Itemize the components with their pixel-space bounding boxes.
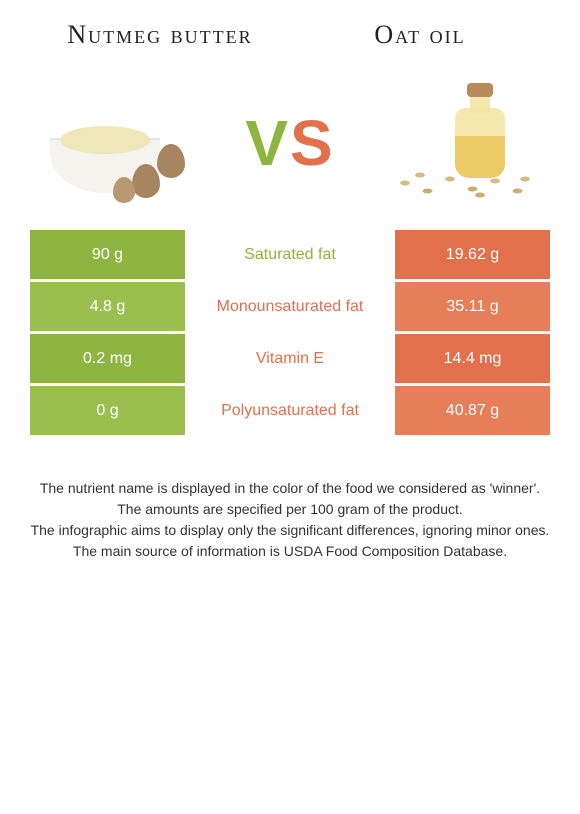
oat-oil-icon (390, 78, 540, 208)
table-row: 4.8 gMonounsaturated fat35.11 g (30, 282, 550, 334)
right-food-title: Oat oil (290, 20, 550, 50)
right-value: 40.87 g (395, 386, 550, 435)
vs-v: V (245, 107, 290, 179)
vs-s: S (290, 107, 335, 179)
right-value: 14.4 mg (395, 334, 550, 383)
table-row: 0 gPolyunsaturated fat40.87 g (30, 386, 550, 438)
footer-line-4: The main source of information is USDA F… (25, 541, 555, 562)
footer-line-3: The infographic aims to display only the… (25, 520, 555, 541)
nutrient-label: Polyunsaturated fat (185, 386, 395, 435)
nutmeg-butter-icon (40, 78, 190, 208)
right-value: 35.11 g (395, 282, 550, 331)
left-food-title: Nutmeg butter (30, 20, 290, 50)
nutrient-label: Saturated fat (185, 230, 395, 279)
nutrient-label: Monounsaturated fat (185, 282, 395, 331)
table-row: 90 gSaturated fat19.62 g (30, 230, 550, 282)
left-value: 0 g (30, 386, 185, 435)
footer-line-1: The nutrient name is displayed in the co… (25, 478, 555, 499)
left-value: 0.2 mg (30, 334, 185, 383)
nutrient-label: Vitamin E (185, 334, 395, 383)
nutrient-table: 90 gSaturated fat19.62 g4.8 gMonounsatur… (30, 230, 550, 438)
left-value: 4.8 g (30, 282, 185, 331)
footer-line-2: The amounts are specified per 100 gram o… (25, 499, 555, 520)
comparison-graphic: VS (0, 60, 580, 230)
left-value: 90 g (30, 230, 185, 279)
table-row: 0.2 mgVitamin E14.4 mg (30, 334, 550, 386)
vs-label: VS (245, 106, 334, 180)
right-value: 19.62 g (395, 230, 550, 279)
header-row: Nutmeg butter Oat oil (0, 0, 580, 60)
footer-notes: The nutrient name is displayed in the co… (0, 438, 580, 562)
